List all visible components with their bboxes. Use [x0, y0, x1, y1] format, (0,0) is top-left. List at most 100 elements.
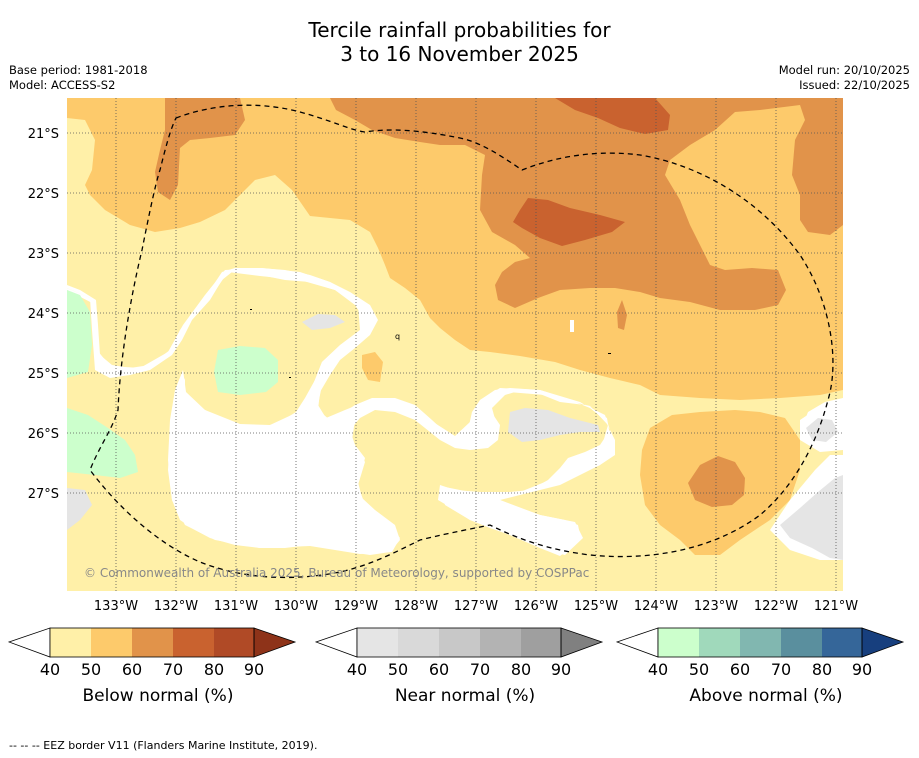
lat-labels: 21°S 22°S 23°S 24°S 25°S 26°S 27°S — [28, 127, 59, 502]
colorbar-near-swatch — [439, 628, 480, 657]
probability-field — [67, 98, 843, 591]
field-below-60 — [330, 98, 843, 310]
colorbar-tick: 40 — [346, 660, 368, 679]
field-neutral-west — [67, 268, 612, 555]
colorbar-above-max-arrow — [861, 627, 905, 658]
colorbar-above-min-arrow — [615, 627, 659, 658]
colorbar-below-swatches — [7, 627, 297, 658]
colorbar-tick: 90 — [851, 660, 873, 679]
field-below-50-tiny — [412, 186, 425, 194]
colorbar-above-swatch — [822, 628, 862, 657]
lon-labels: 133°W 132°W 131°W 130°W 129°W 128°W 127°… — [94, 599, 858, 614]
colorbar-below-swatch — [214, 628, 254, 657]
model-run: Model run: 20/10/2025 — [778, 63, 910, 77]
copyright-text: © Commonwealth of Australia 2025, Bureau… — [84, 566, 589, 580]
lat-label: 24°S — [28, 307, 59, 322]
colorbar-above: 40 50 60 70 80 90 Above normal (%) — [615, 624, 906, 706]
colorbar-near-max-arrow — [560, 627, 604, 658]
lon-label: 124°W — [634, 599, 678, 614]
colorbar-below-swatch — [173, 628, 214, 657]
field-below-60-south — [688, 456, 745, 507]
field-below-60-spike — [617, 300, 627, 330]
issued-date: Issued: 22/10/2025 — [799, 78, 910, 92]
colorbar-tick: 90 — [550, 660, 572, 679]
field-below-60-nw — [155, 98, 245, 200]
colorbar-tick: 70 — [770, 660, 792, 679]
colorbar-tick: 70 — [162, 660, 184, 679]
field-below-70-2 — [513, 198, 625, 246]
map-speck-4 — [608, 353, 611, 354]
field-near-40-4 — [806, 418, 838, 442]
colorbar-near-min-arrow — [314, 627, 358, 658]
rainfall-map: q © Commonwealth of Australia 2025, Bure… — [28, 98, 858, 614]
graticule — [67, 98, 843, 591]
map-speck-2 — [250, 309, 252, 310]
colorbar-tick: 80 — [811, 660, 833, 679]
lon-label: 131°W — [214, 599, 258, 614]
colorbar-tick: 50 — [387, 660, 409, 679]
colorbar-below-swatch — [91, 628, 132, 657]
lat-label: 27°S — [28, 487, 59, 502]
lon-label: 129°W — [334, 599, 378, 614]
field-above-40-2 — [67, 290, 92, 378]
colorbar-above-swatch — [699, 628, 740, 657]
lon-label: 123°W — [694, 599, 738, 614]
colorbar-near: 40 50 60 70 80 90 Near normal (%) — [314, 624, 605, 706]
lon-label: 133°W — [94, 599, 138, 614]
base-period: Base period: 1981-2018 — [9, 63, 148, 77]
meta-right: Model run: 20/10/2025 Issued: 22/10/2025 — [779, 63, 910, 93]
colorbar-above-label: Above normal (%) — [689, 686, 843, 706]
colorbar-above-swatch — [740, 628, 781, 657]
lon-label: 130°W — [274, 599, 318, 614]
lat-label: 22°S — [28, 187, 59, 202]
field-near-40-5 — [67, 488, 92, 530]
colorbar-below-ticks: 40 50 60 70 80 90 — [8, 660, 308, 680]
colorbar-tick: 90 — [243, 660, 265, 679]
lon-label: 132°W — [154, 599, 198, 614]
colorbar-tick: 80 — [510, 660, 532, 679]
colorbar-near-label: Near normal (%) — [394, 686, 536, 706]
lon-label: 125°W — [574, 599, 618, 614]
lon-label: 126°W — [514, 599, 558, 614]
field-near-40-2 — [302, 314, 345, 330]
model-name: Model: ACCESS-S2 — [9, 78, 116, 92]
colorbar-near-swatch — [480, 628, 521, 657]
lat-label: 25°S — [28, 367, 59, 382]
colorbar-near-swatches — [314, 627, 604, 658]
colorbar-above-ticks: 40 50 60 70 80 90 — [616, 660, 916, 680]
field-below-50-blob — [362, 352, 383, 382]
colorbar-below-swatch — [132, 628, 173, 657]
field-near-40 — [508, 408, 600, 442]
meta-left: Base period: 1981-2018 Model: ACCESS-S2 — [9, 63, 148, 93]
colorbar-tick: 50 — [80, 660, 102, 679]
colorbar-tick: 40 — [39, 660, 61, 679]
colorbar-above-swatch — [658, 628, 699, 657]
colorbar-tick: 60 — [121, 660, 143, 679]
colorbar-below-min-arrow — [7, 627, 51, 658]
colorbar-tick: 60 — [729, 660, 751, 679]
eez-border — [89, 104, 834, 579]
colorbar-below-label: Below normal (%) — [82, 686, 234, 706]
colorbar-tick: 80 — [203, 660, 225, 679]
field-tiny-white — [570, 320, 574, 332]
colorbar-tick: 40 — [647, 660, 669, 679]
field-near-40-3 — [780, 475, 843, 560]
colorbar-above-swatch — [781, 628, 822, 657]
lon-label: 122°W — [754, 599, 798, 614]
colorbar-tick: 60 — [428, 660, 450, 679]
lat-label: 23°S — [28, 247, 59, 262]
colorbar-near-ticks: 40 50 60 70 80 90 — [315, 660, 615, 680]
title-line-1: Tercile rainfall probabilities for — [308, 18, 611, 42]
lon-label: 121°W — [814, 599, 858, 614]
lat-label: 21°S — [28, 127, 59, 142]
colorbar-near-swatch — [521, 628, 561, 657]
map-speck-3 — [289, 377, 291, 378]
map-title: Tercile rainfall probabilities for 3 to … — [0, 18, 919, 66]
map-speck: q — [395, 332, 400, 341]
colorbar-above-swatches — [615, 627, 905, 658]
footer-eez-note: -- -- -- EEZ border V11 (Flanders Marine… — [9, 739, 318, 752]
colorbar-below-swatch — [50, 628, 91, 657]
colorbar-below: 40 50 60 70 80 90 Below normal (%) — [7, 624, 298, 706]
title-line-2: 3 to 16 November 2025 — [340, 42, 579, 66]
lon-label: 128°W — [394, 599, 438, 614]
